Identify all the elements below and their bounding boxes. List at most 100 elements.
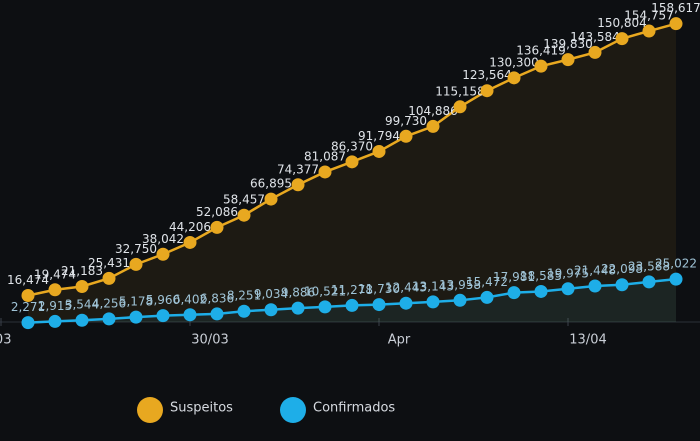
value-label: 13,958 — [439, 278, 481, 292]
value-label: 10,521 — [304, 284, 346, 298]
point — [156, 247, 170, 261]
legend-swatch — [280, 397, 306, 423]
value-label: 139,830 — [543, 37, 593, 51]
point — [372, 298, 386, 312]
value-label: 158,617 — [651, 1, 700, 15]
point — [48, 283, 62, 297]
value-label: 91,794 — [358, 129, 400, 143]
value-label: 9,034 — [254, 287, 288, 301]
value-label: 38,042 — [142, 232, 184, 246]
point — [480, 84, 494, 98]
value-label: 17,981 — [493, 270, 535, 284]
point — [129, 310, 143, 324]
point — [102, 312, 116, 326]
value-label: 18,585 — [520, 269, 562, 283]
point — [615, 278, 629, 292]
value-label: 81,087 — [304, 149, 346, 163]
x-tick-label: 30/03 — [191, 333, 228, 348]
point — [237, 304, 251, 318]
legend-swatch — [137, 397, 163, 423]
value-label: 19,975 — [547, 266, 589, 280]
point — [183, 308, 197, 322]
point — [453, 100, 467, 114]
point — [318, 300, 332, 314]
point — [588, 45, 602, 59]
x-tick-label: /03 — [0, 333, 11, 348]
value-label: 15,472 — [466, 275, 508, 289]
point — [399, 129, 413, 143]
value-label: 154,757 — [624, 9, 674, 23]
value-label: 11,730 — [358, 282, 400, 296]
point — [642, 275, 656, 289]
point — [426, 119, 440, 133]
value-label: 52,086 — [196, 205, 238, 219]
point — [75, 313, 89, 327]
value-label: 8,251 — [227, 289, 261, 303]
point — [129, 257, 143, 271]
point — [534, 284, 548, 298]
value-label: 21,183 — [61, 264, 103, 278]
x-tick-label: Apr — [388, 333, 411, 348]
point — [561, 53, 575, 67]
point — [291, 178, 305, 192]
point — [642, 24, 656, 38]
point — [264, 303, 278, 317]
value-label: 5,178 — [119, 295, 153, 309]
value-label: 130,300 — [489, 55, 539, 69]
point — [345, 298, 359, 312]
point — [669, 17, 683, 31]
point — [372, 144, 386, 158]
area — [28, 279, 676, 323]
value-label: 19,474 — [34, 267, 76, 281]
point — [264, 192, 278, 206]
value-label: 58,457 — [223, 193, 265, 207]
value-label: 23,588 — [628, 259, 670, 273]
point — [183, 235, 197, 249]
value-label: 16,474 — [7, 273, 49, 287]
point — [210, 220, 224, 234]
point — [75, 279, 89, 293]
value-label: 2,271 — [11, 300, 45, 314]
point — [237, 208, 251, 222]
point — [318, 165, 332, 179]
value-label: 5,960 — [146, 293, 180, 307]
point — [534, 59, 548, 73]
value-label: 4,256 — [92, 296, 126, 310]
x-tick-label: 13/04 — [569, 333, 606, 348]
value-label: 25,431 — [88, 256, 130, 270]
point — [156, 309, 170, 323]
legend-label: Suspeitos — [170, 401, 233, 416]
point — [669, 272, 683, 286]
point — [507, 286, 521, 300]
point — [399, 296, 413, 310]
point — [453, 293, 467, 307]
value-label: 9,886 — [281, 286, 315, 300]
point — [615, 32, 629, 46]
value-label: 136,419 — [516, 44, 566, 58]
point — [210, 307, 224, 321]
value-label: 115,158 — [435, 84, 485, 98]
value-label: 86,370 — [331, 139, 373, 153]
point — [345, 155, 359, 169]
point — [48, 314, 62, 328]
value-label: 6,836 — [200, 291, 234, 305]
value-label: 6,402 — [173, 292, 207, 306]
value-label: 2,915 — [38, 299, 72, 313]
value-label: 123,564 — [462, 68, 512, 82]
point — [21, 288, 35, 302]
value-label: 21,448 — [574, 263, 616, 277]
value-label: 66,895 — [250, 177, 292, 191]
point — [507, 71, 521, 85]
value-label: 150,804 — [597, 16, 647, 30]
value-label: 74,377 — [277, 162, 319, 176]
point — [561, 282, 575, 296]
point — [588, 279, 602, 293]
point — [291, 301, 305, 315]
value-label: 11,278 — [331, 283, 373, 297]
value-label: 104,886 — [408, 104, 458, 118]
value-label: 13,143 — [412, 279, 454, 293]
point — [480, 290, 494, 304]
value-label: 25,022 — [655, 257, 697, 271]
